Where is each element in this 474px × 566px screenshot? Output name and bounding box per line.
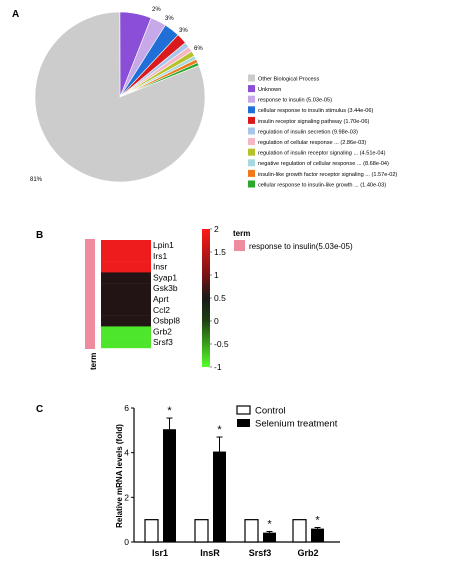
heatmap-gene-grb2: Grb2: [153, 326, 172, 336]
bar-y-axis-label: Relative mRNA levels (fold): [115, 424, 124, 528]
significance-mark-grb2: *: [315, 514, 320, 526]
pie-label-81: 81%: [30, 177, 43, 183]
colorbar-tick-label: 2: [214, 224, 219, 234]
legend-swatch-negative-regulation-of-cellular-response-8-68e-04: [248, 159, 255, 167]
bar-control-srsf3: [244, 519, 259, 543]
pie-legend: Other Biological Process Unknown response …: [248, 74, 397, 188]
heatmap-gene-lpin1: Lpin1: [153, 240, 174, 250]
heatmap-legend-title: term: [233, 229, 250, 238]
colorbar-tick-label: 0: [214, 316, 219, 326]
heatmap-gene-osbpl8: Osbpl8: [153, 316, 180, 326]
legend-swatch-cellular-response-to-insulin-like-growth-1-40e-03: [248, 180, 255, 188]
heatmap-gene-syap1: Syap1: [153, 272, 177, 282]
heatmap-cell-syap1: [101, 272, 151, 284]
legend-swatch-insulin-receptor-signaling-pathway-1-70e-06: [248, 116, 255, 124]
panel-letter-c: C: [36, 404, 43, 415]
heatmap-gene-gsk3b: Gsk3b: [153, 283, 178, 293]
heatmap-colorbar: 2 1.5 1 0.5 0 -0.5 -1: [202, 224, 229, 372]
bar-treatment-srsf3: [263, 532, 276, 542]
colorbar-tick-label: -0.5: [214, 339, 229, 349]
bar-chart: 0 2 4 6 * Isr1 * InsR * Srsf3 * Grb2 Control Selenium…: [124, 403, 340, 558]
y-tick-label: 0: [124, 537, 129, 547]
heatmap-cell-gsk3b: [101, 283, 151, 295]
pie-label-3a: 3%: [179, 28, 188, 34]
legend-swatch-response-to-insulin-5-03e-05: [248, 95, 255, 103]
panel-letter-a: A: [12, 9, 19, 20]
legend-label-insulin-receptor-signaling-pathway-1-70e-06: insulin receptor signaling pathway (1.70…: [258, 119, 369, 125]
legend-swatch-regulation-of-cellular-response-2-86e-03: [248, 138, 255, 146]
legend-label-negative-regulation-of-cellular-response-8-68e-04: negative regulation of cellular response…: [258, 161, 389, 167]
colorbar-tick-label: 1.5: [214, 247, 226, 257]
legend-label-unknown: Unknown: [258, 87, 281, 93]
colorbar-tick-label: 1: [214, 270, 219, 280]
legend-label-cellular-response-to-insulin-like-growth-1-40e-03: cellular response to insulin-like growth…: [258, 182, 386, 188]
bar-treatment-insr: [213, 451, 226, 542]
pie-label-2: 2%: [152, 7, 161, 13]
legend-label-cellular-response-to-insulin-stimulus-3-44e-06: cellular response to insulin stimulus (3…: [258, 108, 373, 114]
bar-treatment-grb2: [311, 528, 324, 542]
legend-swatch-insulin-like-growth-factor-receptor-signaling-1-57e-02: [248, 169, 255, 177]
colorbar-tick-label: -1: [214, 362, 222, 372]
x-tick-label-isr1: Isr1: [152, 548, 168, 558]
heatmap-cell-aprt: [101, 294, 151, 305]
heatmap: Lpin1Irs1InsrSyap1Gsk3bAprtCcl2Osbpl8Grb…: [101, 240, 180, 349]
heatmap-cell-insr: [101, 261, 151, 273]
y-tick-label: 2: [124, 492, 129, 502]
pie-chart: [34, 11, 206, 183]
heatmap-cell-irs1: [101, 250, 151, 262]
legend-label-insulin-like-growth-factor-receptor-signaling-1-57e-02: insulin-like growth factor receptor sign…: [258, 172, 397, 178]
heatmap-cell-srsf3: [101, 337, 151, 349]
legend-swatch-unknown: [248, 85, 255, 93]
x-tick-label-insr: InsR: [200, 548, 220, 558]
heatmap-gene-insr: Insr: [153, 262, 167, 272]
heatmap-legend-swatch: [234, 240, 245, 251]
significance-mark-insr: *: [217, 424, 222, 436]
heatmap-gene-ccl2: Ccl2: [153, 305, 170, 315]
panel-letter-b: B: [36, 230, 43, 241]
bar-control-grb2: [292, 519, 307, 543]
heatmap-legend-entry: response to insulin(5.03e-05): [249, 242, 353, 251]
heatmap-cell-osbpl8: [101, 315, 151, 327]
heatmap-gene-aprt: Aprt: [153, 294, 169, 304]
significance-mark-isr1: *: [167, 405, 172, 417]
legend-swatch-control: [236, 405, 251, 415]
legend-swatch-other-biological-process: [248, 74, 255, 82]
colorbar-gradient: [202, 229, 210, 367]
bar-control-insr: [194, 519, 209, 543]
legend-label-other-biological-process: Other Biological Process: [258, 76, 319, 82]
pie-label-3b: 3%: [165, 16, 174, 22]
y-tick-label: 4: [124, 448, 129, 458]
legend-swatch-regulation-of-insulin-receptor-signaling-4-51e-04: [248, 148, 255, 156]
bar-treatment-isr1: [163, 429, 176, 542]
legend-swatch-selenium: [237, 419, 250, 427]
y-tick-label: 6: [124, 403, 129, 413]
term-side-label: term: [89, 353, 98, 370]
legend-label-response-to-insulin-5-03e-05: response to insulin (5.03e-05): [258, 98, 332, 104]
legend-label-selenium: Selenium treatment: [255, 419, 338, 430]
heatmap-cell-grb2: [101, 326, 151, 338]
legend-label-regulation-of-insulin-receptor-signaling-4-51e-04: regulation of insulin receptor signaling…: [258, 151, 386, 157]
term-annotation-bar: [85, 239, 95, 349]
pie-slice-other-biological-process: [34, 11, 206, 183]
heatmap-cell-lpin1: [101, 240, 151, 251]
significance-mark-srsf3: *: [267, 519, 272, 531]
heatmap-cell-ccl2: [101, 304, 151, 316]
legend-swatch-cellular-response-to-insulin-stimulus-3-44e-06: [248, 106, 255, 114]
legend-label-regulation-of-insulin-secretion-9-98e-03: regulation of insulin secretion (9.98e-0…: [258, 129, 358, 135]
heatmap-gene-srsf3: Srsf3: [153, 337, 173, 347]
legend-label-control: Control: [255, 406, 286, 417]
x-tick-label-grb2: Grb2: [297, 548, 318, 558]
heatmap-gene-irs1: Irs1: [153, 251, 167, 261]
colorbar-tick-label: 0.5: [214, 293, 226, 303]
legend-swatch-regulation-of-insulin-secretion-9-98e-03: [248, 127, 255, 135]
legend-label-regulation-of-cellular-response-2-86e-03: regulation of cellular response ... (2.8…: [258, 140, 366, 146]
x-tick-label-srsf3: Srsf3: [249, 548, 272, 558]
bar-control-isr1: [144, 519, 159, 543]
pie-label-6: 6%: [194, 46, 203, 52]
